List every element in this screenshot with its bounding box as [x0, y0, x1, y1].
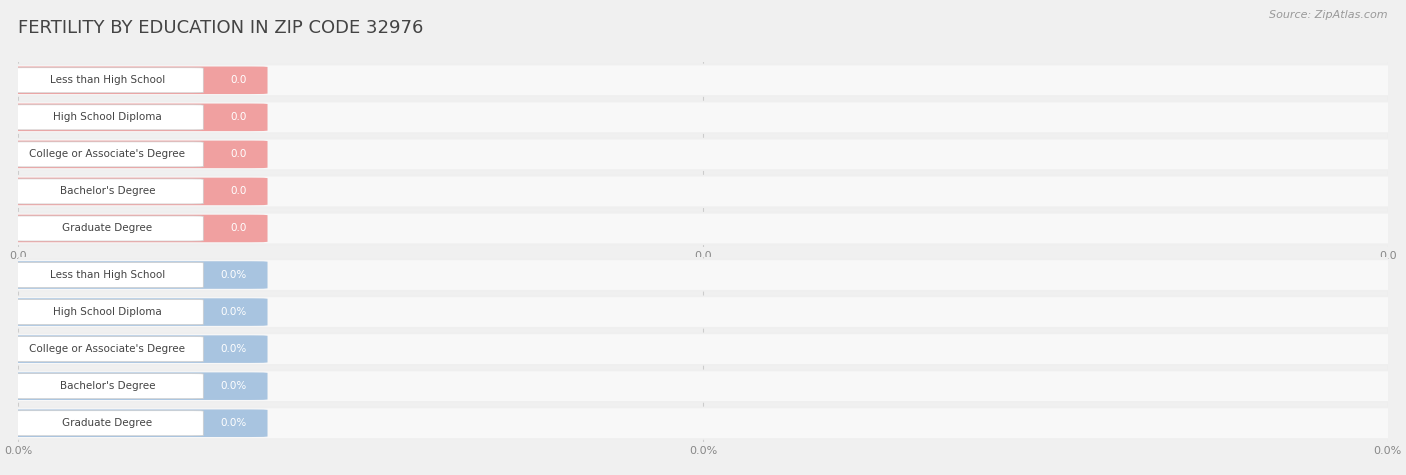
Text: Bachelor's Degree: Bachelor's Degree	[59, 381, 155, 391]
Text: Graduate Degree: Graduate Degree	[62, 223, 152, 234]
Text: Bachelor's Degree: Bachelor's Degree	[59, 186, 155, 197]
FancyBboxPatch shape	[0, 259, 1406, 291]
FancyBboxPatch shape	[11, 263, 204, 287]
Text: 0.0: 0.0	[231, 149, 247, 160]
FancyBboxPatch shape	[11, 68, 204, 93]
FancyBboxPatch shape	[11, 216, 204, 241]
Text: FERTILITY BY EDUCATION IN ZIP CODE 32976: FERTILITY BY EDUCATION IN ZIP CODE 32976	[18, 19, 423, 37]
FancyBboxPatch shape	[1, 141, 267, 168]
FancyBboxPatch shape	[0, 333, 1406, 365]
FancyBboxPatch shape	[0, 65, 1406, 96]
FancyBboxPatch shape	[11, 179, 204, 204]
FancyBboxPatch shape	[11, 142, 204, 167]
FancyBboxPatch shape	[1, 335, 267, 363]
FancyBboxPatch shape	[1, 261, 267, 289]
Text: 0.0%: 0.0%	[221, 307, 247, 317]
FancyBboxPatch shape	[0, 102, 1406, 133]
FancyBboxPatch shape	[1, 66, 267, 94]
FancyBboxPatch shape	[11, 337, 204, 361]
FancyBboxPatch shape	[0, 370, 1406, 402]
Text: Source: ZipAtlas.com: Source: ZipAtlas.com	[1270, 10, 1388, 19]
Text: 0.0: 0.0	[231, 75, 247, 86]
Text: 0.0: 0.0	[231, 186, 247, 197]
FancyBboxPatch shape	[11, 374, 204, 399]
FancyBboxPatch shape	[1, 104, 267, 131]
Text: College or Associate's Degree: College or Associate's Degree	[30, 344, 186, 354]
FancyBboxPatch shape	[1, 215, 267, 242]
Text: High School Diploma: High School Diploma	[53, 307, 162, 317]
Text: Graduate Degree: Graduate Degree	[62, 418, 152, 428]
Text: 0.0: 0.0	[231, 223, 247, 234]
FancyBboxPatch shape	[11, 411, 204, 436]
FancyBboxPatch shape	[1, 298, 267, 326]
FancyBboxPatch shape	[1, 178, 267, 205]
Text: Less than High School: Less than High School	[49, 75, 165, 86]
FancyBboxPatch shape	[1, 372, 267, 400]
FancyBboxPatch shape	[0, 139, 1406, 170]
Text: 0.0: 0.0	[231, 112, 247, 123]
Text: 0.0%: 0.0%	[221, 270, 247, 280]
FancyBboxPatch shape	[11, 300, 204, 324]
Text: 0.0%: 0.0%	[221, 418, 247, 428]
FancyBboxPatch shape	[0, 296, 1406, 328]
FancyBboxPatch shape	[1, 409, 267, 437]
FancyBboxPatch shape	[0, 213, 1406, 244]
Text: 0.0%: 0.0%	[221, 381, 247, 391]
FancyBboxPatch shape	[0, 176, 1406, 207]
Text: 0.0%: 0.0%	[221, 344, 247, 354]
Text: College or Associate's Degree: College or Associate's Degree	[30, 149, 186, 160]
Text: High School Diploma: High School Diploma	[53, 112, 162, 123]
FancyBboxPatch shape	[11, 105, 204, 130]
Text: Less than High School: Less than High School	[49, 270, 165, 280]
FancyBboxPatch shape	[0, 408, 1406, 439]
